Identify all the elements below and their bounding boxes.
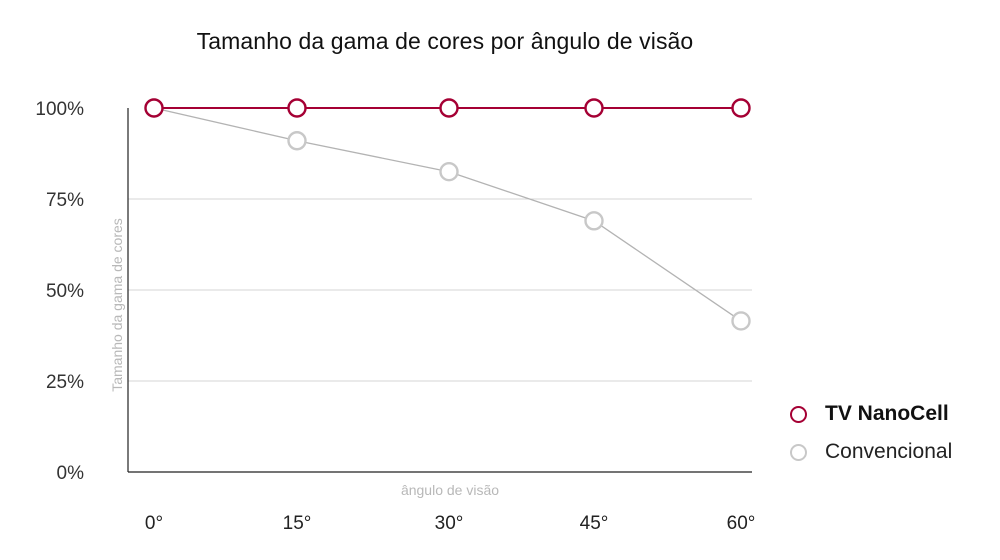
series-line-convencional — [153, 107, 742, 322]
y-tick-label: 50% — [46, 281, 84, 302]
series-tv-nanocell — [144, 98, 751, 118]
data-point-convencional — [287, 131, 307, 151]
x-tick-label: 30° — [435, 513, 464, 534]
y-tick-label: 100% — [35, 99, 84, 120]
legend-label-nanocell: TV NanoCell — [825, 402, 949, 425]
legend: TV NanoCell Convencional — [790, 395, 952, 471]
x-tick-label: 60° — [727, 513, 756, 534]
y-tick-labels: 0% 25% 50% 75% 100% — [35, 99, 84, 484]
series-layer — [144, 98, 751, 331]
legend-marker-nanocell — [790, 405, 807, 423]
data-point-tv-nanocell — [584, 98, 604, 118]
y-tick-label: 25% — [46, 372, 84, 393]
data-point-tv-nanocell — [731, 98, 751, 118]
data-point-convencional — [584, 211, 604, 231]
x-tick-label: 45° — [580, 513, 609, 534]
data-point-tv-nanocell — [287, 98, 307, 118]
series-convencional — [144, 98, 751, 331]
y-axis-label: Tamanho da gama de cores — [109, 218, 125, 392]
x-axis-label: ângulo de visão — [401, 482, 499, 498]
legend-item-nanocell: TV NanoCell — [790, 395, 952, 433]
data-point-convencional — [439, 161, 459, 182]
data-point-tv-nanocell — [439, 98, 459, 118]
legend-label-convencional: Convencional — [825, 440, 953, 463]
chart-title: Tamanho da gama de cores por ângulo de v… — [196, 28, 694, 54]
y-tick-label: 0% — [57, 463, 85, 484]
data-point-convencional — [731, 311, 751, 331]
legend-marker-convencional — [790, 443, 807, 461]
gridlines — [128, 198, 752, 382]
x-tick-labels: 0° 15° 30° 45° 60° — [145, 513, 755, 534]
legend-item-convencional: Convencional — [790, 433, 952, 471]
x-tick-label: 15° — [283, 513, 312, 534]
x-tick-label: 0° — [145, 513, 163, 534]
y-tick-label: 75% — [46, 190, 84, 211]
data-point-tv-nanocell — [144, 98, 164, 118]
